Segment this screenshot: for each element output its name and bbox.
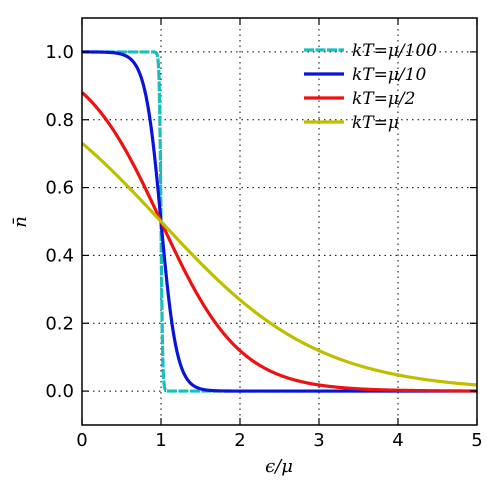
legend-label: kT=μ/100: [352, 41, 437, 61]
legend-label: kT=μ/2: [352, 89, 415, 109]
x-tick-label: 2: [234, 430, 245, 451]
x-tick-label: 3: [313, 430, 324, 451]
ticks: [81, 18, 478, 425]
series-line-3: [80, 141, 478, 387]
series-line-0: [81, 50, 478, 393]
y-tick-label: 1.0: [45, 42, 74, 63]
legend: kT=μ/100 kT=μ/10 kT=μ/2 kT=μ: [304, 41, 437, 133]
x-tick-label: 0: [76, 430, 87, 451]
y-tick-label: 0.4: [45, 245, 74, 266]
y-tick-label: 0.2: [45, 313, 74, 334]
y-tick-label: 0.0: [45, 381, 74, 402]
plot-frame: [81, 17, 478, 426]
x-axis-label: ϵ/μ: [265, 456, 293, 477]
y-axis-label: n̄: [10, 216, 31, 228]
series-line-2: [80, 91, 478, 393]
legend-label: kT=μ/10: [352, 65, 426, 85]
series-group: [80, 50, 478, 393]
x-tick-labels: 0 1 2 3 4 5: [76, 430, 482, 451]
y-tick-label: 0.6: [45, 178, 74, 199]
x-tick-label: 5: [471, 430, 482, 451]
y-tick-label: 0.8: [45, 110, 74, 131]
legend-label: kT=μ: [352, 113, 399, 133]
series-line-1: [81, 50, 478, 393]
y-tick-labels: 0.0 0.2 0.4 0.6 0.8 1.0: [45, 42, 74, 402]
x-tick-label: 4: [392, 430, 403, 451]
x-tick-label: 1: [155, 430, 166, 451]
